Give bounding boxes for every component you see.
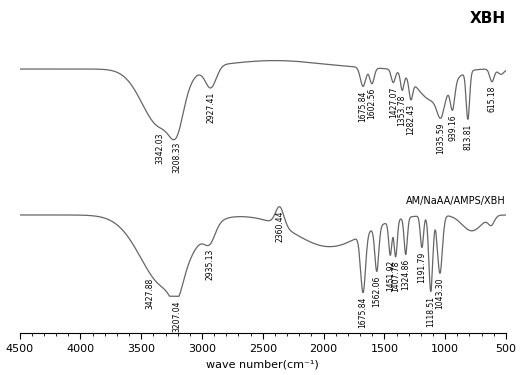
- Text: 1191.79: 1191.79: [417, 252, 426, 283]
- Text: 1035.59: 1035.59: [436, 122, 445, 154]
- Text: 1675.84: 1675.84: [359, 90, 367, 122]
- Text: 3208.33: 3208.33: [172, 141, 181, 172]
- Text: 1407.78: 1407.78: [391, 261, 400, 292]
- Text: 1675.84: 1675.84: [359, 297, 367, 328]
- Text: 3207.04: 3207.04: [172, 300, 181, 332]
- Text: 2935.13: 2935.13: [205, 249, 215, 280]
- Text: 1118.51: 1118.51: [426, 296, 435, 327]
- Text: 2927.41: 2927.41: [206, 92, 215, 123]
- Text: 1562.06: 1562.06: [372, 276, 381, 307]
- Text: AM/NaAA/AMPS/XBH: AM/NaAA/AMPS/XBH: [406, 196, 506, 206]
- Text: 1353.78: 1353.78: [398, 94, 407, 126]
- X-axis label: wave number(cm⁻¹): wave number(cm⁻¹): [206, 360, 319, 369]
- Text: 1324.86: 1324.86: [401, 259, 410, 290]
- Text: 1043.30: 1043.30: [435, 278, 444, 309]
- Text: 1427.07: 1427.07: [389, 87, 398, 118]
- Text: XBH: XBH: [470, 11, 506, 26]
- Text: 2360.44: 2360.44: [275, 211, 284, 243]
- Text: 3427.88: 3427.88: [146, 278, 155, 309]
- Text: 939.16: 939.16: [448, 114, 457, 141]
- Text: 3342.03: 3342.03: [156, 132, 165, 164]
- Text: 615.18: 615.18: [488, 86, 496, 112]
- Text: 1602.56: 1602.56: [367, 88, 376, 119]
- Text: 1451.92: 1451.92: [386, 260, 395, 291]
- Text: 1282.43: 1282.43: [406, 104, 416, 135]
- Text: 813.81: 813.81: [464, 123, 472, 150]
